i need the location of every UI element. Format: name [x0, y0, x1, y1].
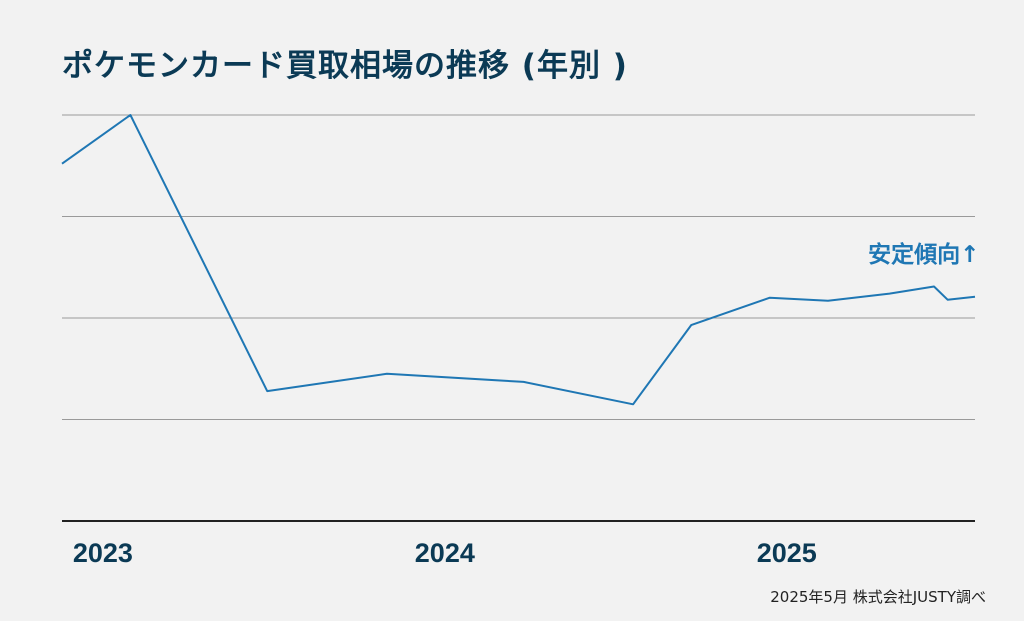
annotation-label: 安定傾向↑: [868, 241, 979, 268]
chart-title: ポケモンカード買取相場の推移 (年別 ): [62, 48, 628, 84]
x-tick-label: 2023: [73, 538, 133, 568]
x-tick-label: 2024: [415, 538, 475, 568]
series-line: [61, 114, 976, 406]
grid-lines: [62, 114, 975, 420]
source-note: 2025年5月 株式会社JUSTY調べ: [770, 588, 986, 606]
annotations: 安定傾向↑: [868, 241, 979, 268]
x-tick-labels: 2023 2024 2025: [73, 538, 817, 568]
x-tick-label: 2025: [757, 538, 817, 568]
